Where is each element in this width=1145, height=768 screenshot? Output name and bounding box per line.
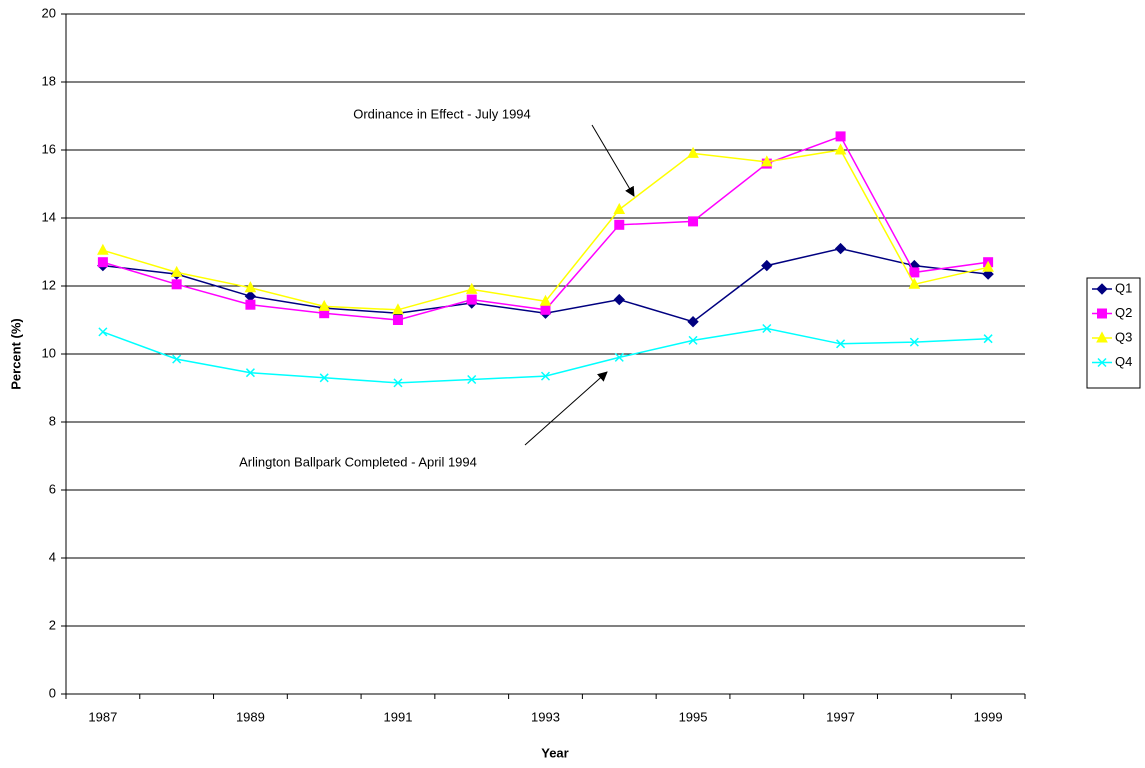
data-point	[688, 216, 699, 227]
data-point	[392, 303, 404, 315]
x-tick-label: 1993	[531, 709, 560, 724]
data-point	[835, 131, 846, 142]
x-tick-label: 1999	[974, 709, 1003, 724]
data-point	[392, 315, 403, 325]
data-point	[761, 259, 773, 272]
annotation: Ordinance in Effect - July 1994	[353, 106, 531, 121]
data-point	[836, 339, 846, 349]
data-point	[909, 337, 919, 347]
data-point	[982, 260, 994, 272]
legend-label: Q2	[1115, 305, 1132, 320]
y-tick-label: 4	[49, 549, 56, 564]
data-point	[467, 374, 477, 385]
x-tick-label: 1989	[236, 709, 265, 724]
data-point	[171, 279, 182, 290]
legend-marker	[1096, 283, 1108, 295]
y-tick-label: 12	[42, 277, 56, 292]
legend-marker	[1097, 357, 1107, 368]
data-point	[834, 143, 847, 155]
y-tick-label: 8	[49, 413, 56, 428]
y-tick-label: 20	[42, 5, 56, 20]
y-tick-label: 14	[42, 209, 56, 224]
annotation: Arlington Ballpark Completed - April 199…	[239, 454, 477, 469]
legend-label: Q1	[1115, 280, 1132, 295]
data-point	[614, 352, 624, 362]
data-point	[540, 371, 551, 381]
x-tick-label: 1987	[88, 709, 117, 724]
data-point	[465, 282, 478, 294]
data-point	[172, 354, 182, 364]
data-point	[540, 304, 551, 315]
data-point	[97, 243, 109, 255]
y-tick-label: 6	[49, 481, 56, 496]
legend-label: Q3	[1115, 329, 1132, 344]
data-point	[244, 281, 257, 293]
series-line	[102, 327, 989, 384]
data-point	[97, 257, 108, 268]
data-point	[539, 294, 552, 306]
data-point	[834, 242, 847, 255]
data-point	[613, 202, 626, 214]
x-tick-label: 1997	[826, 709, 855, 724]
annotation-arrow	[524, 371, 608, 446]
data-point	[466, 294, 477, 305]
legend-box	[1086, 277, 1141, 389]
data-point	[688, 335, 698, 345]
x-axis-label: Year	[541, 745, 568, 760]
annotation-arrow	[591, 124, 635, 197]
x-tick-label: 1991	[384, 709, 413, 724]
data-point	[318, 299, 331, 311]
data-point	[393, 378, 403, 388]
data-point	[245, 368, 255, 378]
data-point	[983, 334, 993, 344]
legend-label: Q4	[1115, 354, 1132, 369]
x-tick-label: 1995	[679, 709, 708, 724]
legend-marker	[1096, 331, 1108, 343]
data-point	[909, 267, 920, 278]
data-point	[245, 299, 256, 310]
data-point	[908, 277, 921, 289]
data-point	[614, 219, 625, 230]
y-tick-label: 16	[42, 141, 56, 156]
y-axis-label: Percent (%)	[8, 318, 23, 390]
y-tick-label: 0	[49, 685, 56, 700]
y-tick-label: 10	[42, 345, 56, 360]
data-point	[762, 323, 772, 334]
data-point	[613, 293, 625, 306]
y-tick-label: 18	[42, 73, 56, 88]
data-point	[98, 327, 108, 337]
data-point	[319, 373, 329, 383]
data-point	[687, 146, 699, 158]
y-tick-label: 2	[49, 617, 56, 632]
data-point	[687, 315, 699, 328]
data-point	[760, 155, 773, 167]
data-point	[170, 265, 183, 277]
legend-marker	[1097, 308, 1107, 319]
